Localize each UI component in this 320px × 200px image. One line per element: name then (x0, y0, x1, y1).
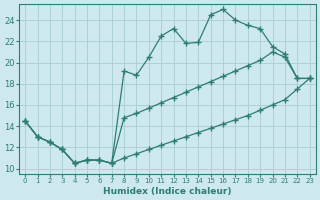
X-axis label: Humidex (Indice chaleur): Humidex (Indice chaleur) (103, 187, 232, 196)
